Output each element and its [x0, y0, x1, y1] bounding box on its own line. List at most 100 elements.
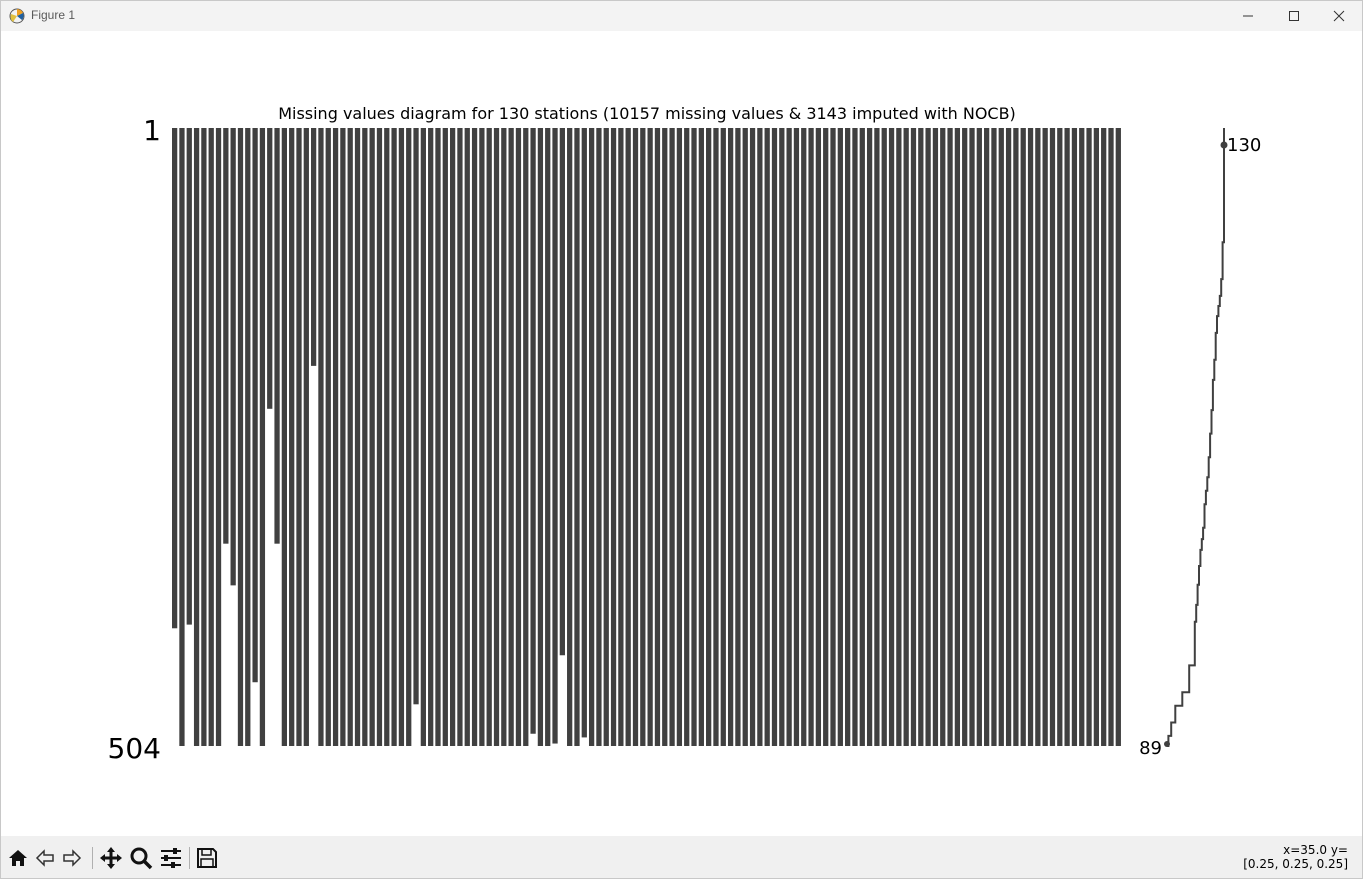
column-bar-70 — [676, 128, 683, 746]
column-bar-4 — [193, 128, 200, 746]
column-bar-29 — [376, 128, 383, 746]
column-bar-28 — [369, 128, 375, 746]
column-bar-36 — [428, 128, 434, 746]
close-button[interactable] — [1316, 1, 1362, 31]
column-bar-84 — [779, 128, 785, 746]
column-bar-34 — [413, 128, 419, 705]
column-bar-112 — [984, 128, 990, 746]
column-bar-8 — [223, 128, 229, 544]
column-bar-72 — [691, 128, 697, 746]
maximize-button[interactable] — [1271, 1, 1317, 31]
toolbar-separator — [92, 847, 93, 869]
column-bar-57 — [581, 128, 587, 738]
column-bar-42 — [471, 128, 478, 746]
column-bar-124 — [1071, 128, 1078, 746]
configure-button[interactable] — [158, 845, 184, 871]
column-bar-58 — [588, 128, 595, 746]
save-button[interactable] — [194, 845, 220, 871]
column-bar-106 — [940, 128, 946, 746]
column-bar-21 — [318, 128, 324, 746]
column-bar-3 — [186, 128, 192, 625]
column-bar-14 — [267, 128, 273, 409]
sparkline-max-label: 130 — [1227, 135, 1261, 156]
column-bar-37 — [435, 128, 441, 746]
pan-button[interactable] — [98, 845, 124, 871]
maximize-icon — [1289, 11, 1299, 21]
column-bar-79 — [742, 128, 748, 746]
column-bar-119 — [1035, 128, 1041, 746]
coord-line-1: x=35.0 y= — [1283, 843, 1348, 857]
column-bar-26 — [354, 128, 361, 746]
column-bar-5 — [201, 128, 207, 746]
arrow-left-icon — [35, 849, 54, 867]
column-bar-75 — [713, 128, 719, 746]
column-bar-126 — [1086, 128, 1092, 746]
y-tick-label-top: 1 — [143, 114, 161, 147]
sparkline-min-label: 89 — [1139, 738, 1162, 759]
forward-button[interactable] — [59, 845, 85, 871]
column-bar-77 — [727, 128, 734, 746]
navigation-toolbar: x=35.0 y= [0.25, 0.25, 0.25] — [1, 836, 1362, 878]
floppy-disk-icon — [197, 848, 217, 868]
column-bar-117 — [1020, 128, 1026, 746]
column-bar-17 — [289, 128, 295, 746]
column-bar-18 — [296, 128, 302, 746]
column-bar-23 — [332, 128, 339, 746]
column-bar-63 — [625, 128, 631, 746]
column-bar-12 — [252, 128, 258, 683]
column-bar-20 — [310, 128, 317, 366]
column-bar-127 — [1093, 128, 1100, 746]
column-bar-69 — [669, 128, 675, 746]
column-bar-111 — [976, 128, 982, 746]
column-bar-81 — [757, 128, 763, 746]
column-bar-82 — [764, 128, 770, 746]
figure-canvas[interactable]: Missing values diagram for 130 stations … — [1, 31, 1362, 836]
column-bar-102 — [910, 128, 917, 746]
y-tick-label-bottom: 504 — [108, 732, 161, 765]
column-bar-114 — [998, 128, 1004, 746]
column-bar-85 — [786, 128, 792, 746]
column-bar-22 — [325, 128, 331, 746]
column-bar-27 — [362, 128, 368, 746]
column-bar-55 — [567, 128, 573, 746]
column-bar-107 — [947, 128, 953, 746]
column-bar-50 — [530, 128, 536, 734]
column-bar-98 — [881, 128, 887, 746]
column-bar-64 — [632, 128, 639, 746]
column-bar-120 — [1042, 128, 1048, 746]
minimize-button[interactable] — [1225, 1, 1271, 31]
column-bar-31 — [391, 128, 397, 746]
column-bar-43 — [479, 128, 485, 746]
column-bar-19 — [303, 128, 309, 746]
column-bar-78 — [735, 128, 741, 746]
column-bar-104 — [925, 128, 931, 746]
column-bar-105 — [932, 128, 939, 746]
column-bar-44 — [486, 128, 492, 746]
column-bar-73 — [698, 128, 704, 746]
title-bar: Figure 1 — [1, 1, 1362, 31]
sparkline — [1164, 128, 1228, 747]
column-bar-125 — [1079, 128, 1085, 746]
column-bar-40 — [457, 128, 463, 746]
column-bar-24 — [340, 128, 346, 746]
zoom-button[interactable] — [128, 845, 154, 871]
column-bar-45 — [493, 128, 500, 746]
column-bar-110 — [969, 128, 975, 746]
column-bar-83 — [771, 128, 778, 746]
column-bar-52 — [545, 128, 551, 746]
column-bar-94 — [852, 128, 858, 746]
column-bar-49 — [523, 128, 529, 746]
arrow-right-icon — [63, 849, 82, 867]
column-bar-6 — [208, 128, 214, 746]
column-bar-32 — [398, 128, 405, 746]
sparkline-path — [1167, 128, 1225, 747]
column-bar-54 — [559, 128, 565, 656]
sparkline-max-marker — [1220, 141, 1228, 149]
back-button[interactable] — [32, 845, 58, 871]
matplotlib-icon — [9, 8, 25, 24]
home-button[interactable] — [5, 845, 31, 871]
column-bar-1 — [172, 128, 178, 629]
sliders-icon — [161, 848, 181, 868]
column-bar-122 — [1057, 128, 1063, 746]
